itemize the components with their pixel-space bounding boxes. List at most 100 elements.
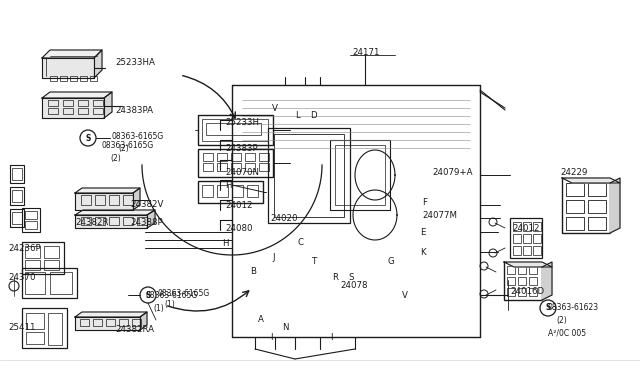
Bar bbox=[10, 187, 24, 205]
Bar bbox=[232, 185, 243, 197]
Bar bbox=[259, 163, 269, 171]
Bar bbox=[268, 128, 350, 223]
Bar bbox=[12, 190, 22, 202]
Bar bbox=[90, 76, 97, 81]
Text: 24383P: 24383P bbox=[225, 144, 258, 153]
Text: 24080: 24080 bbox=[225, 224, 253, 232]
Bar bbox=[109, 217, 119, 225]
Bar bbox=[510, 218, 542, 258]
Bar bbox=[245, 153, 255, 161]
Text: 24020: 24020 bbox=[270, 214, 298, 222]
Text: 24370: 24370 bbox=[8, 273, 35, 282]
Bar bbox=[78, 108, 88, 114]
Bar bbox=[95, 217, 105, 225]
Text: V: V bbox=[402, 291, 408, 299]
Bar bbox=[533, 234, 541, 243]
Polygon shape bbox=[42, 92, 112, 98]
Bar bbox=[63, 100, 73, 106]
Bar bbox=[588, 200, 606, 213]
Bar bbox=[109, 195, 119, 205]
Text: 24382RA: 24382RA bbox=[115, 326, 154, 334]
Text: G: G bbox=[388, 257, 395, 266]
Bar bbox=[259, 153, 269, 161]
Bar bbox=[217, 185, 228, 197]
Bar bbox=[50, 76, 57, 81]
Polygon shape bbox=[75, 215, 147, 228]
Text: 08363-61623: 08363-61623 bbox=[548, 304, 599, 312]
Text: L: L bbox=[295, 110, 300, 119]
Polygon shape bbox=[42, 50, 102, 58]
Text: 24079+A: 24079+A bbox=[432, 167, 472, 176]
Polygon shape bbox=[104, 92, 112, 118]
Bar bbox=[274, 134, 344, 217]
Text: 24078: 24078 bbox=[340, 280, 367, 289]
Bar bbox=[22, 242, 64, 274]
Bar bbox=[198, 149, 273, 177]
Bar bbox=[80, 319, 89, 326]
Bar bbox=[245, 163, 255, 171]
Text: R: R bbox=[332, 273, 338, 282]
Bar bbox=[566, 200, 584, 213]
Bar bbox=[93, 319, 102, 326]
Bar bbox=[507, 266, 515, 274]
Bar bbox=[513, 222, 521, 231]
Text: V: V bbox=[272, 103, 278, 112]
Text: D: D bbox=[310, 110, 317, 119]
Text: H: H bbox=[225, 180, 232, 189]
Bar bbox=[60, 76, 67, 81]
Bar bbox=[562, 178, 610, 233]
Text: N: N bbox=[282, 324, 289, 333]
Text: 24388P: 24388P bbox=[130, 218, 163, 227]
Text: 08363-6165G: 08363-6165G bbox=[158, 289, 211, 298]
Bar bbox=[588, 217, 606, 230]
Text: 25233H: 25233H bbox=[225, 118, 259, 126]
Bar bbox=[523, 246, 531, 255]
Polygon shape bbox=[75, 188, 140, 193]
Bar bbox=[206, 123, 261, 135]
Bar bbox=[50, 272, 72, 294]
Bar bbox=[202, 119, 268, 141]
Bar bbox=[10, 209, 24, 227]
Bar bbox=[518, 277, 526, 285]
Bar bbox=[80, 76, 87, 81]
Bar bbox=[202, 185, 213, 197]
Bar bbox=[137, 217, 147, 225]
Bar bbox=[25, 211, 37, 219]
Text: 24229: 24229 bbox=[560, 167, 588, 176]
Text: I: I bbox=[270, 334, 273, 343]
Bar bbox=[566, 183, 584, 196]
Bar bbox=[93, 100, 103, 106]
Polygon shape bbox=[504, 262, 552, 267]
Polygon shape bbox=[75, 317, 140, 330]
Bar bbox=[25, 246, 40, 258]
Bar bbox=[566, 217, 584, 230]
Bar bbox=[203, 153, 213, 161]
Text: E: E bbox=[420, 228, 426, 237]
Bar bbox=[231, 163, 241, 171]
Polygon shape bbox=[140, 312, 147, 330]
Polygon shape bbox=[75, 210, 155, 215]
Polygon shape bbox=[147, 210, 155, 228]
Bar bbox=[217, 153, 227, 161]
Text: F: F bbox=[422, 198, 427, 206]
Bar bbox=[518, 266, 526, 274]
Bar bbox=[95, 195, 105, 205]
Polygon shape bbox=[42, 98, 104, 118]
Bar bbox=[217, 163, 227, 171]
Text: A²/0C 005: A²/0C 005 bbox=[548, 328, 586, 337]
Bar bbox=[48, 100, 58, 106]
Text: S: S bbox=[348, 273, 353, 282]
Bar bbox=[513, 246, 521, 255]
Text: S: S bbox=[545, 304, 550, 312]
Bar bbox=[48, 313, 62, 345]
Bar bbox=[93, 108, 103, 114]
Text: 24171: 24171 bbox=[352, 48, 380, 57]
Polygon shape bbox=[610, 178, 620, 233]
Bar bbox=[330, 140, 390, 210]
Bar bbox=[529, 266, 537, 274]
Text: 24070N: 24070N bbox=[225, 167, 259, 176]
Bar bbox=[507, 288, 515, 296]
Bar bbox=[203, 163, 213, 171]
Bar bbox=[70, 76, 77, 81]
Bar bbox=[335, 145, 385, 205]
